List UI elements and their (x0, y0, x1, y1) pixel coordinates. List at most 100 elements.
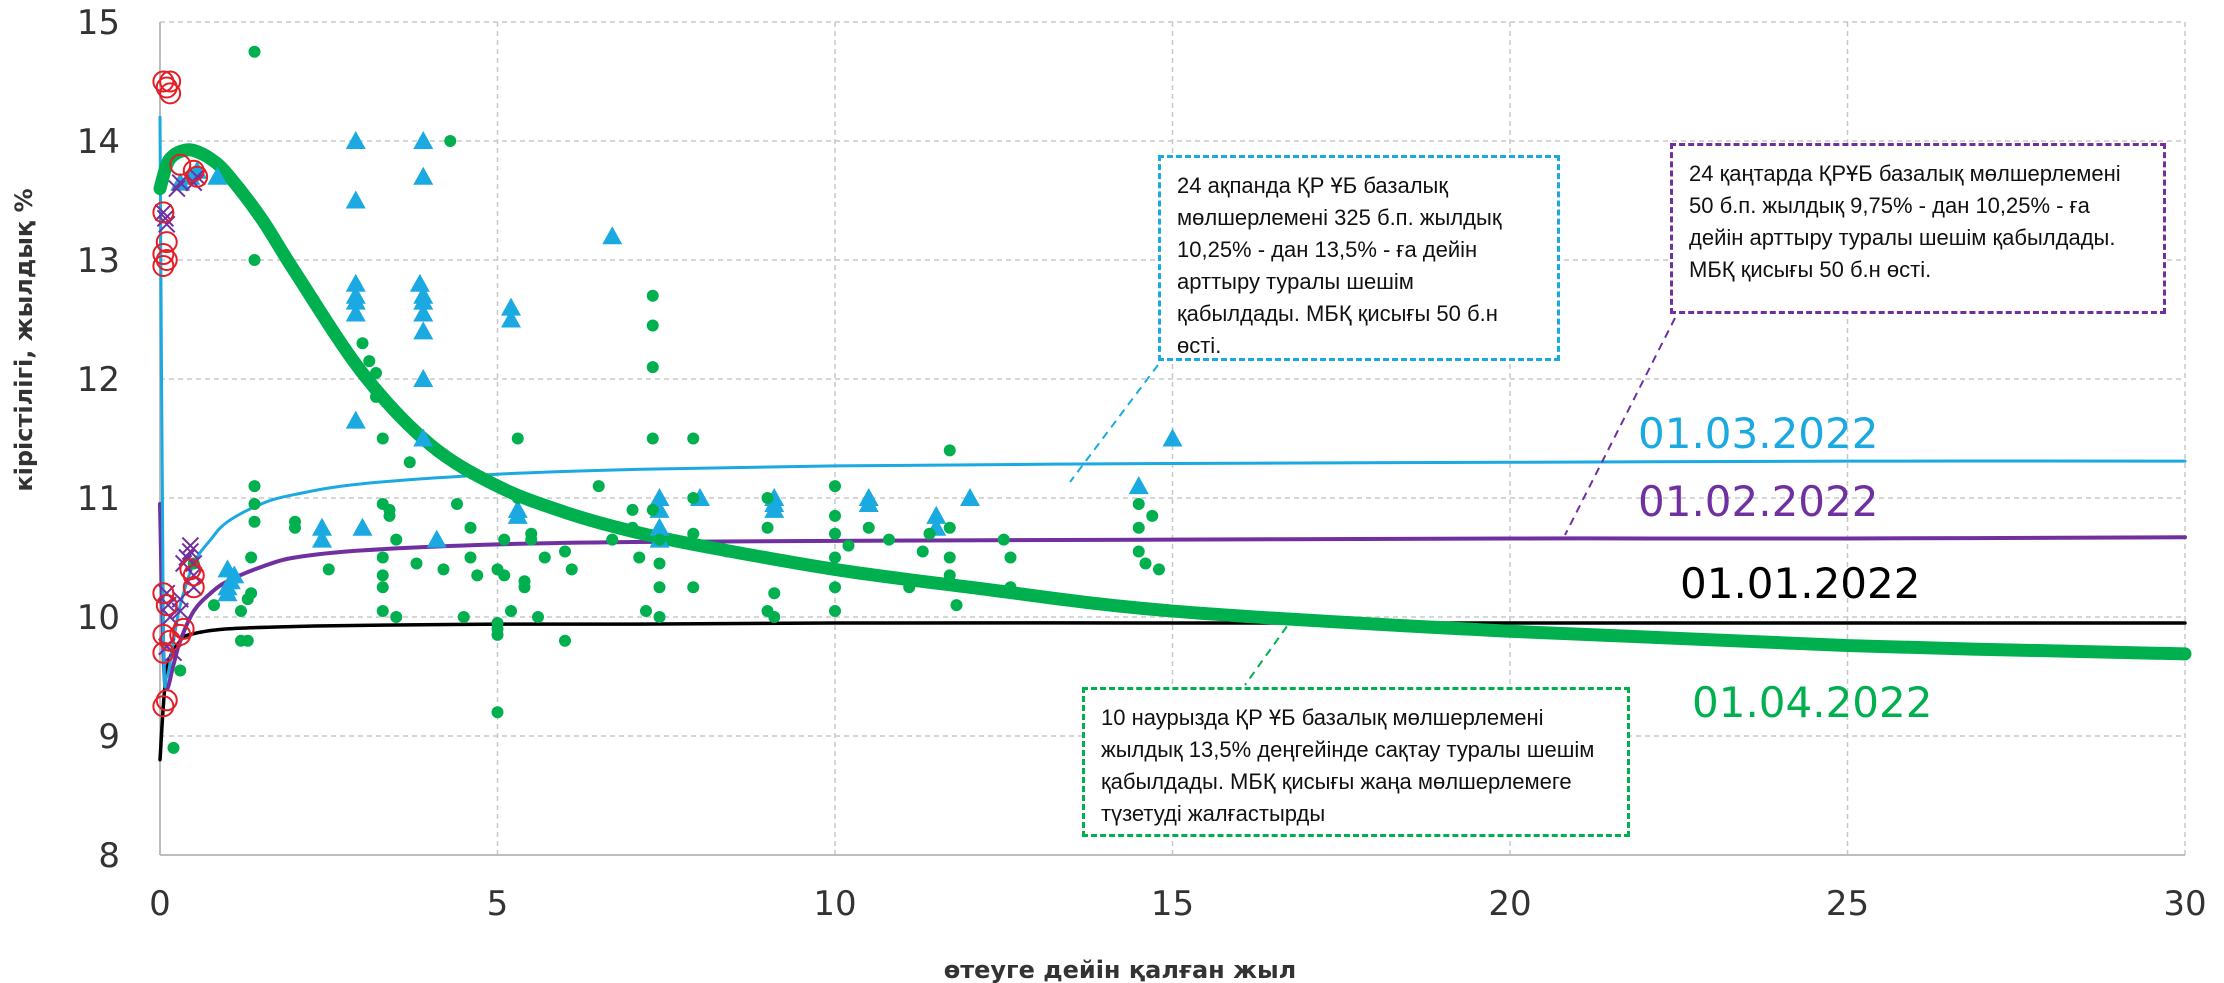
data-point-triangle (1128, 476, 1149, 495)
data-point-dot (505, 605, 517, 618)
x-tick-label: 5 (487, 884, 509, 924)
data-point-dot (829, 509, 841, 522)
data-point-dot (943, 521, 956, 534)
annotation-line: 50 б.п. жылдық 9,75% - дан 10,25% - ға (1689, 193, 2090, 218)
data-point-triangle (217, 583, 238, 602)
data-point-dot (383, 509, 396, 522)
data-point-dot (721, 545, 733, 558)
curve-labels: 01.01.2022 01.02.2022 01.03.2022 01.04.2022 (1638, 409, 1932, 727)
data-point-ring (182, 159, 205, 182)
data-point-triangle (224, 565, 245, 584)
data-point-dot (403, 456, 416, 469)
data-point-dot (1153, 563, 1165, 576)
annotation-line: түзетуді жалғастырды (1101, 801, 1326, 826)
data-point-dot (626, 503, 639, 516)
data-point-dot (511, 492, 524, 504)
data-point-ring (155, 689, 178, 712)
data-point-dot (829, 527, 841, 540)
data-point-ring (155, 76, 178, 99)
data-point-dot (646, 432, 659, 445)
data-point-dot (356, 337, 369, 350)
data-point-dot (943, 444, 956, 457)
data-point-dot (1132, 545, 1145, 558)
data-point-dot (245, 587, 258, 600)
data-point-dot (646, 289, 659, 302)
data-point-triangle (1162, 428, 1183, 447)
data-point-triangle (960, 488, 980, 506)
data-point-triangle (858, 493, 879, 512)
data-point-triangle (207, 166, 228, 185)
data-point-dot (997, 533, 1010, 546)
data-point-triangle (345, 131, 366, 149)
data-point-dot (241, 634, 254, 647)
data-point-dot (471, 569, 484, 582)
annotation-line: жылдық 13,5% деңгейінде сақтау туралы ше… (1101, 737, 1595, 762)
annotation-line: мөлшерлемені 325 б.п. жылдық (1177, 205, 1502, 230)
annotation-line: қабылдады. МБҚ қисығы 50 б.н (1177, 301, 1498, 326)
data-point-dot (1146, 509, 1159, 522)
data-point-triangle (345, 410, 366, 429)
data-point-triangle (413, 131, 434, 149)
data-point-dot (498, 533, 511, 546)
data-point-dot (829, 480, 841, 493)
data-point-dot (498, 569, 511, 582)
data-point-dot (943, 569, 956, 582)
data-point-triangle (345, 190, 366, 209)
data-point-triangle (413, 428, 434, 447)
data-point-dot (646, 361, 659, 374)
annotation-rate-hike-january: 24 қаңтарда ҚРҰБ базалық мөлшерлемені 50 … (1670, 143, 2166, 314)
data-point-dot (565, 563, 578, 576)
data-point-dot (390, 611, 403, 623)
data-point-ring (159, 82, 182, 105)
annotation-line: дейін арттыру туралы шешім қабылдады. (1689, 225, 2116, 250)
data-point-dot (457, 611, 470, 623)
data-point-triangle (413, 166, 434, 185)
data-point-dot (363, 355, 376, 368)
data-point-dot (592, 480, 605, 493)
curve-label-01.03.2022: 01.03.2022 (1638, 409, 1878, 458)
data-point-dot (653, 533, 666, 546)
y-tick-label: 15 (77, 3, 120, 43)
data-point-dot (883, 533, 895, 546)
data-point-ring (152, 623, 175, 646)
data-point-ring (159, 70, 182, 93)
data-point-triangle (312, 529, 332, 548)
data-point-ring (179, 558, 202, 581)
data-point-dot (829, 605, 841, 618)
data-point-dot (1132, 497, 1145, 510)
annotation-leaders (1069, 317, 1676, 686)
data-point-dot (464, 551, 477, 564)
annotation-rate-hold-march: 10 наурызда ҚР ҰБ базалық мөлшерлемені жы… (1082, 687, 1630, 837)
data-point-triangle (345, 291, 366, 310)
data-point-cross (188, 167, 206, 186)
data-point-ring (155, 594, 178, 617)
data-point-dot (606, 533, 619, 546)
tick-labels: 8 9 10 11 12 13 14 15 0 5 10 15 20 25 30 (77, 3, 2207, 924)
data-point-triangle (409, 273, 430, 292)
y-tick-label: 8 (98, 836, 120, 876)
data-point-ring (152, 243, 175, 266)
y-tick-label: 10 (77, 598, 120, 638)
x-tick-label: 15 (1151, 884, 1194, 924)
data-point-ring (169, 153, 192, 176)
data-point-ring (152, 201, 175, 224)
annotation-line: 10,25% - дан 13,5% - ға дейін (1177, 237, 1478, 262)
data-point-dot (390, 533, 403, 546)
data-point-dot (768, 587, 781, 600)
annotation-rate-hike-february: 24 ақпанда ҚР ҰБ базалық мөлшерлемені 325… (1158, 155, 1560, 361)
data-point-dot (1004, 551, 1017, 564)
data-point-triangle (312, 517, 332, 536)
data-point-ring (182, 564, 205, 587)
data-point-dot (761, 551, 774, 564)
data-point-ring (186, 165, 209, 188)
data-point-dot (1139, 557, 1152, 570)
data-point-dot (559, 634, 571, 647)
data-point-dot (653, 581, 666, 594)
data-point-cross (156, 209, 175, 228)
data-point-triangle (413, 291, 434, 310)
data-point-dot (761, 492, 774, 504)
leader-note3 (1244, 614, 1296, 686)
x-tick-label: 10 (813, 884, 856, 924)
y-tick-label: 14 (77, 122, 120, 162)
